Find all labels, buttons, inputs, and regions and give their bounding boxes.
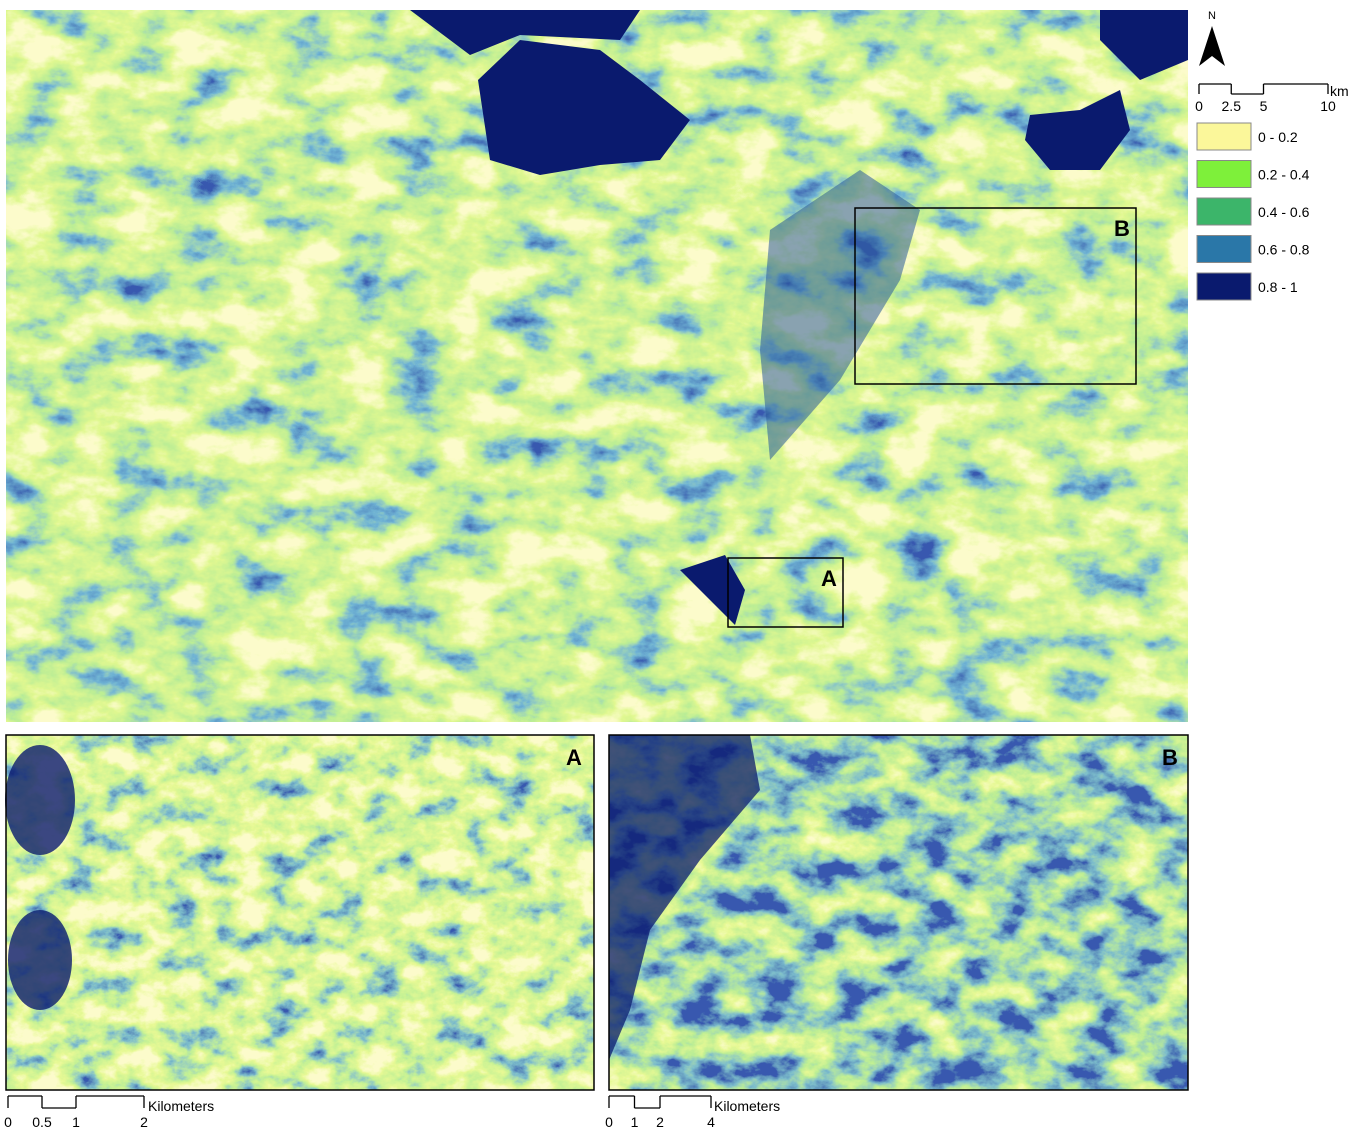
legend-swatch [1197, 198, 1251, 225]
scale-label: 2.5 [1222, 98, 1242, 114]
water-body [5, 745, 75, 855]
main-map: B A [6, 10, 1188, 722]
scale-label: 5 [1260, 98, 1268, 114]
legend-label: 0.2 - 0.4 [1258, 167, 1310, 183]
legend-swatch [1197, 161, 1251, 188]
north-arrow: N [1199, 10, 1225, 66]
scale-label: 1 [631, 1114, 639, 1130]
scale-label: 0 [1195, 98, 1203, 114]
scale-label: 1 [72, 1114, 80, 1130]
scale-label: 2 [140, 1114, 148, 1130]
legend: 0 - 0.2 0.2 - 0.4 0.4 - 0.6 0.6 - 0.8 0.8 - … [1197, 123, 1310, 300]
panel-label: A [566, 745, 582, 770]
figure: B A N 0 - 0.2 0.2 - 0.4 0.4 - 0.6 0.6 - 0.8… [0, 0, 1363, 1131]
water-body [8, 910, 72, 1010]
scale-label: 2 [656, 1114, 664, 1130]
inset-label: B [1114, 216, 1130, 241]
legend-label: 0 - 0.2 [1258, 129, 1298, 145]
scale-label: 0 [605, 1114, 613, 1130]
scale-label: 4 [707, 1114, 715, 1130]
scale-label: 0 [4, 1114, 12, 1130]
scale-label: 10 [1320, 98, 1336, 114]
legend-label: 0.8 - 1 [1258, 279, 1298, 295]
legend-swatch [1197, 123, 1251, 150]
north-label: N [1208, 10, 1216, 22]
map-image [6, 735, 594, 1090]
legend-label: 0.6 - 0.8 [1258, 242, 1310, 258]
inset-label: A [821, 566, 837, 591]
north-arrow-icon [1199, 26, 1225, 66]
panel-b: B [609, 735, 1188, 1090]
scale-unit: Kilometers [148, 1098, 214, 1114]
scale-unit: km [1330, 83, 1349, 99]
legend-label: 0.4 - 0.6 [1258, 204, 1310, 220]
legend-swatch [1197, 273, 1251, 300]
panel-label: B [1162, 745, 1178, 770]
scale-unit: Kilometers [714, 1098, 780, 1114]
panel-a: A [5, 735, 594, 1090]
scale-label: 0.5 [32, 1114, 52, 1130]
legend-swatch [1197, 236, 1251, 263]
